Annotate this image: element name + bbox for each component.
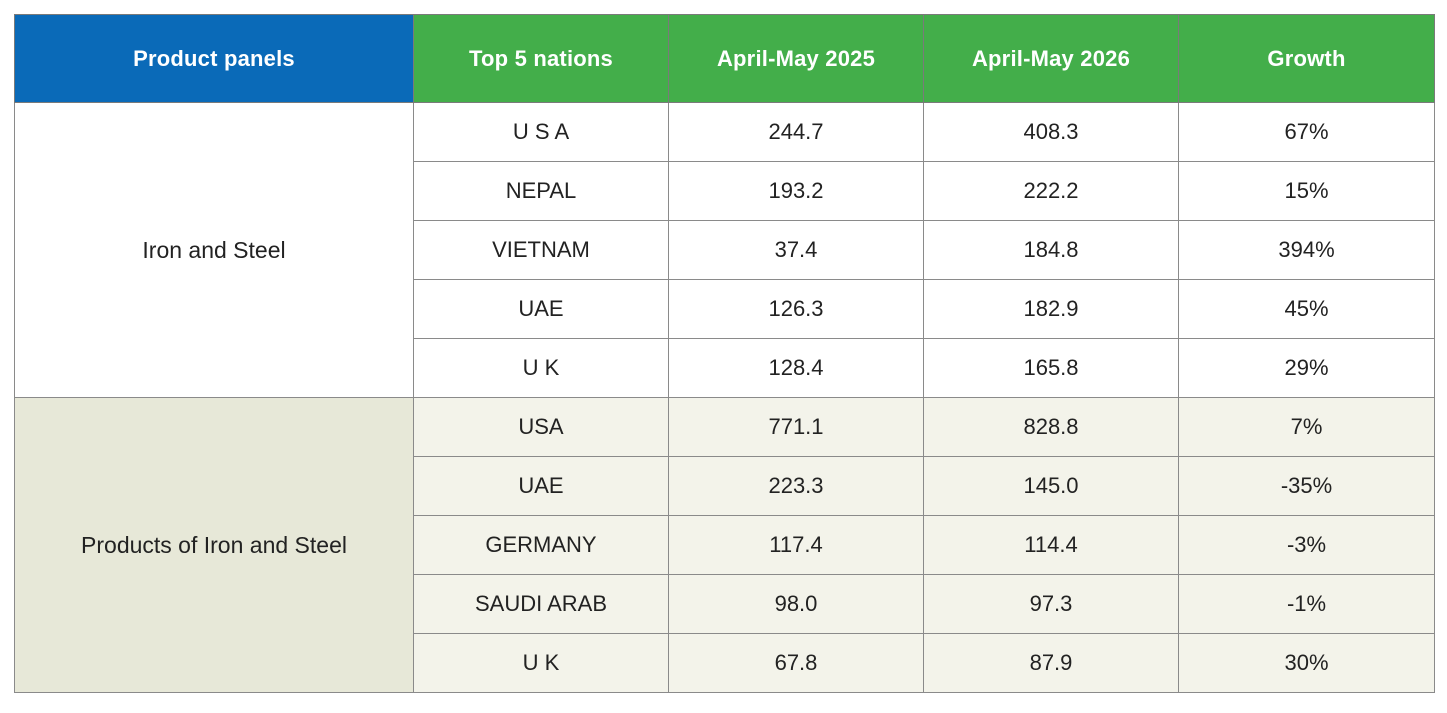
table-row: GERMANY 117.4 114.4 -3% [15, 515, 1435, 575]
product-panel-cell: Products of Iron and Steel [14, 397, 414, 693]
table-row: UAE 126.3 182.9 45% [15, 279, 1435, 339]
growth-cell: -1% [1178, 574, 1435, 634]
value-2025-cell: 117.4 [668, 515, 924, 575]
table-row: SAUDI ARAB 98.0 97.3 -1% [15, 574, 1435, 634]
table-row: Products of Iron and Steel USA 771.1 828.8 7… [14, 397, 1435, 693]
header-growth: Growth [1178, 14, 1435, 103]
nation-cell: GERMANY [413, 515, 669, 575]
value-2025-cell: 98.0 [668, 574, 924, 634]
value-2025-cell: 244.7 [668, 102, 924, 162]
growth-cell: 394% [1178, 220, 1435, 280]
growth-cell: -3% [1178, 515, 1435, 575]
nation-cell: UAE [413, 456, 669, 516]
table-row: VIETNAM 37.4 184.8 394% [15, 220, 1435, 280]
value-2025-cell: 193.2 [668, 161, 924, 221]
table-row: NEPAL 193.2 222.2 15% [15, 161, 1435, 221]
growth-cell: 29% [1178, 338, 1435, 398]
growth-cell: -35% [1178, 456, 1435, 516]
value-2025-cell: 126.3 [668, 279, 924, 339]
value-2025-cell: 67.8 [668, 633, 924, 693]
growth-cell: 30% [1178, 633, 1435, 693]
value-2025-cell: 771.1 [668, 397, 924, 457]
nation-cell: NEPAL [413, 161, 669, 221]
value-2026-cell: 184.8 [923, 220, 1179, 280]
table-row: Iron and Steel U S A 244.7 408.3 67% [14, 102, 1435, 398]
value-2026-cell: 222.2 [923, 161, 1179, 221]
value-2026-cell: 408.3 [923, 102, 1179, 162]
growth-cell: 7% [1178, 397, 1435, 457]
value-2026-cell: 182.9 [923, 279, 1179, 339]
value-2025-cell: 223.3 [668, 456, 924, 516]
header-row: Product panels Top 5 nations April-May 2… [14, 14, 1435, 103]
value-2026-cell: 114.4 [923, 515, 1179, 575]
table-row: U K 67.8 87.9 30% [15, 633, 1435, 693]
nation-cell: U K [413, 338, 669, 398]
value-2025-cell: 128.4 [668, 338, 924, 398]
growth-cell: 45% [1178, 279, 1435, 339]
growth-cell: 15% [1178, 161, 1435, 221]
value-2026-cell: 87.9 [923, 633, 1179, 693]
export-data-table: Product panels Top 5 nations April-May 2… [14, 14, 1435, 693]
value-2025-cell: 37.4 [668, 220, 924, 280]
table-header: Product panels Top 5 nations April-May 2… [14, 14, 1435, 103]
header-april-may-2025: April-May 2025 [668, 14, 924, 103]
nation-cell: SAUDI ARAB [413, 574, 669, 634]
value-2026-cell: 828.8 [923, 397, 1179, 457]
nation-cell: U K [413, 633, 669, 693]
header-april-may-2026: April-May 2026 [923, 14, 1179, 103]
product-panel-cell: Iron and Steel [14, 102, 414, 398]
nation-cell: USA [413, 397, 669, 457]
value-2026-cell: 97.3 [923, 574, 1179, 634]
header-top-5-nations: Top 5 nations [413, 14, 669, 103]
header-product-panels: Product panels [14, 14, 414, 103]
table-body: Iron and Steel U S A 244.7 408.3 67% NEPAL 193… [14, 102, 1435, 693]
nation-cell: UAE [413, 279, 669, 339]
nation-cell: U S A [413, 102, 669, 162]
growth-cell: 67% [1178, 102, 1435, 162]
value-2026-cell: 165.8 [923, 338, 1179, 398]
nation-cell: VIETNAM [413, 220, 669, 280]
table-container: Product panels Top 5 nations April-May 2… [14, 14, 1435, 693]
table-row: UAE 223.3 145.0 -35% [15, 456, 1435, 516]
value-2026-cell: 145.0 [923, 456, 1179, 516]
